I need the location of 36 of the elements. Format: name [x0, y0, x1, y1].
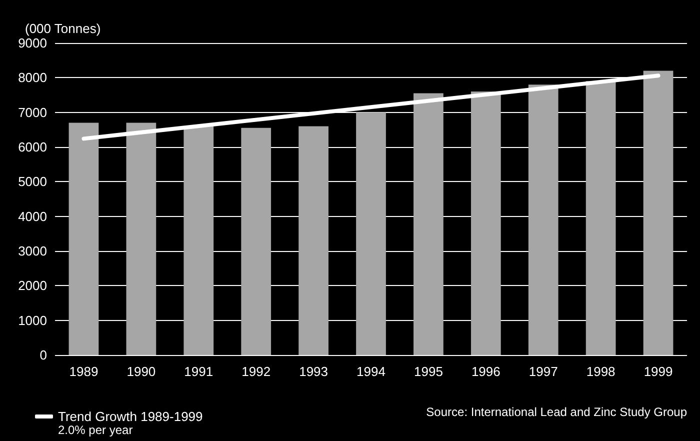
- y-tick-label: 3000: [18, 244, 47, 258]
- x-tick-label: 1995: [414, 364, 443, 379]
- x-tick-label: 1994: [356, 364, 386, 379]
- bar: [586, 81, 616, 355]
- x-tick-label: 1989: [69, 364, 98, 379]
- x-tick-label: 1992: [242, 364, 271, 379]
- bar: [126, 122, 156, 355]
- y-tick-label: 4000: [18, 208, 47, 224]
- bar: [68, 122, 99, 355]
- y-tick-label: 7000: [18, 104, 47, 120]
- x-tick-label: 1998: [586, 364, 616, 379]
- bar: [414, 93, 444, 355]
- y-tick-label: 2000: [18, 278, 47, 294]
- y-tick-label: 9000: [18, 36, 47, 50]
- x-tick-label: 1999: [644, 364, 673, 379]
- x-tick-label: 1990: [126, 364, 156, 379]
- x-tick-label: 1991: [184, 364, 214, 379]
- bar: [356, 112, 386, 355]
- x-tick-label: 1996: [471, 364, 500, 379]
- bar: [643, 70, 674, 355]
- y-tick-label: 1000: [18, 312, 47, 328]
- y-axis-title: (000 Tonnes): [25, 21, 101, 36]
- x-tick-label: 1997: [528, 364, 558, 379]
- y-tick-label: 0: [40, 348, 47, 362]
- bar: [470, 92, 501, 355]
- x-tick-label: 1993: [299, 364, 328, 379]
- y-tick-label: 6000: [18, 140, 47, 154]
- bar: [298, 126, 328, 355]
- bar: [184, 126, 214, 355]
- text: 2.0% per year: [58, 423, 133, 437]
- bar: [241, 128, 272, 355]
- y-tick-label: 5000: [18, 174, 47, 190]
- y-tick-label: 8000: [18, 70, 47, 86]
- source-note: Source: International Lead and Zinc Study Group: [426, 405, 688, 419]
- bar: [528, 84, 558, 355]
- legend-label: Trend Growth 1989-1999: [58, 409, 203, 424]
